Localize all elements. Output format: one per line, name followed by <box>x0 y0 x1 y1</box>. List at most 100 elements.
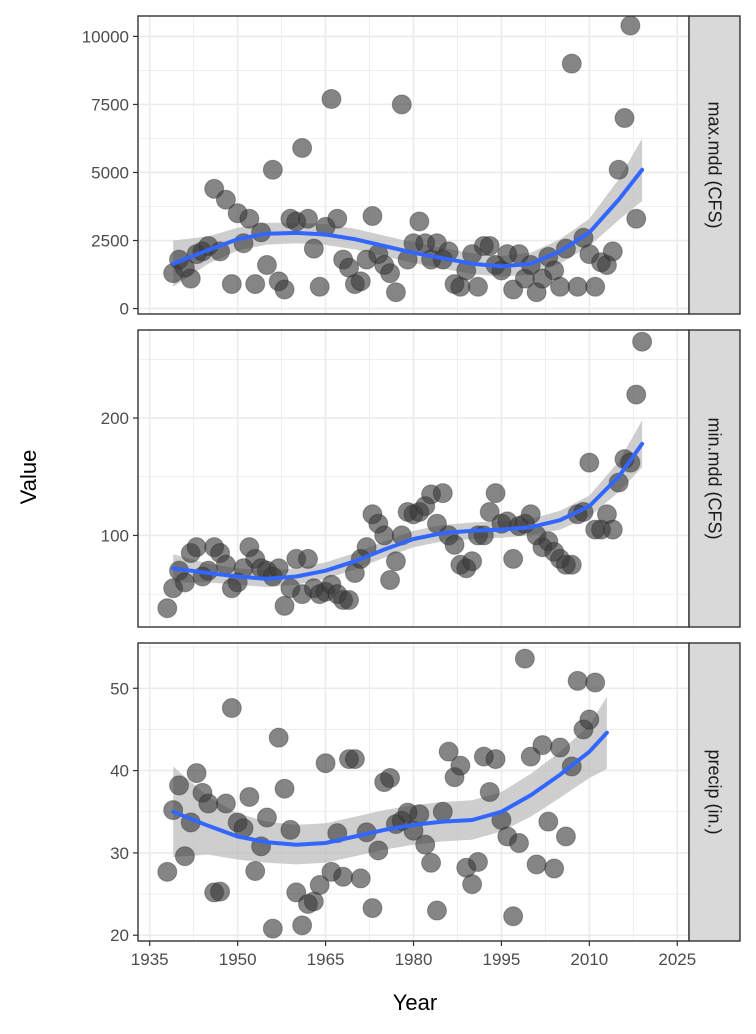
data-point <box>362 898 383 919</box>
y-tick-label: 2500 <box>91 232 129 251</box>
data-point <box>462 551 483 572</box>
facet-panels: 0 2500 5000 7500 10000 max.mdd (CFS) 100 200 min… <box>82 15 741 945</box>
data-point <box>579 452 600 473</box>
data-point <box>210 881 231 902</box>
data-point <box>280 819 301 840</box>
data-point <box>421 852 442 873</box>
data-point <box>215 793 236 814</box>
data-point <box>198 793 219 814</box>
data-point <box>561 554 582 575</box>
data-point <box>479 782 500 802</box>
data-point <box>409 804 430 825</box>
data-point <box>157 861 178 882</box>
data-point <box>567 276 588 297</box>
data-point <box>292 137 313 158</box>
x-tick-label: 1935 <box>131 950 169 969</box>
data-point <box>444 534 465 555</box>
data-point <box>262 159 283 180</box>
y-tick-label: 5000 <box>91 163 129 182</box>
data-point <box>450 755 471 776</box>
data-point <box>585 672 606 693</box>
facet-panel: 100 200 min.mdd (CFS) <box>101 329 741 628</box>
facet-strip <box>688 329 741 628</box>
y-tick-label: 20 <box>110 926 129 945</box>
data-point <box>561 53 582 74</box>
data-point <box>438 741 459 762</box>
data-point <box>626 384 647 405</box>
data-point <box>608 472 629 493</box>
data-point <box>362 206 383 227</box>
data-point <box>268 727 289 748</box>
data-point <box>327 208 348 229</box>
data-point <box>186 537 207 558</box>
y-tick-label: 10000 <box>82 27 129 46</box>
x-tick-label: 1980 <box>395 950 433 969</box>
data-point <box>432 483 453 504</box>
data-point <box>380 570 401 591</box>
data-point <box>585 276 606 297</box>
data-point <box>620 15 641 36</box>
data-point <box>509 833 530 854</box>
data-point <box>180 268 201 289</box>
data-point <box>626 208 647 229</box>
data-point <box>239 208 260 229</box>
data-point <box>426 900 447 921</box>
data-point <box>256 255 277 276</box>
data-point <box>520 746 541 767</box>
data-point <box>350 271 371 292</box>
data-point <box>409 211 430 232</box>
smooth-trend-line <box>171 167 645 269</box>
data-point <box>514 648 535 669</box>
data-point <box>550 276 571 297</box>
data-point <box>215 554 236 575</box>
y-tick-label: 7500 <box>91 95 129 114</box>
data-point <box>321 89 342 110</box>
data-point <box>256 807 277 828</box>
facet-strip <box>688 15 741 315</box>
data-point <box>297 208 318 229</box>
x-tick-label: 1995 <box>483 950 521 969</box>
data-point <box>467 851 488 872</box>
y-tick-label: 30 <box>110 844 129 863</box>
data-point <box>174 572 195 593</box>
data-point <box>297 548 318 569</box>
data-point <box>538 811 559 832</box>
x-tick-label: 2025 <box>658 950 696 969</box>
data-point <box>479 501 500 522</box>
data-point <box>262 918 283 939</box>
data-point <box>415 834 436 855</box>
data-point <box>339 590 360 610</box>
data-point <box>274 595 295 616</box>
x-axis-title: Year <box>393 990 437 1015</box>
y-tick-label: 50 <box>110 679 129 698</box>
y-axis-title: Value <box>16 450 41 505</box>
data-point <box>368 840 389 861</box>
data-point <box>344 749 365 770</box>
y-tick-label: 100 <box>101 526 129 545</box>
data-point <box>608 159 629 180</box>
data-point <box>221 698 242 719</box>
data-point <box>485 749 506 770</box>
data-point <box>274 778 295 799</box>
data-point <box>380 768 401 789</box>
facet-panel: 20 30 40 50 precip (in.) <box>110 642 741 945</box>
data-point <box>221 274 242 295</box>
data-point <box>333 866 354 887</box>
data-point <box>467 276 488 297</box>
data-point <box>174 846 195 867</box>
smooth-trend-line <box>171 730 609 847</box>
data-point <box>632 331 653 352</box>
data-point <box>286 882 307 903</box>
data-point <box>479 235 500 256</box>
data-point <box>215 189 236 210</box>
data-point <box>303 238 324 259</box>
facet-panel: 0 2500 5000 7500 10000 max.mdd (CFS) <box>82 15 741 319</box>
facet-strip <box>688 642 741 942</box>
data-point <box>520 504 541 525</box>
y-tick-label: 40 <box>110 762 129 781</box>
data-point <box>309 875 330 896</box>
data-point <box>550 737 571 758</box>
data-point <box>526 854 547 875</box>
data-point <box>274 279 295 300</box>
data-point <box>245 861 266 882</box>
